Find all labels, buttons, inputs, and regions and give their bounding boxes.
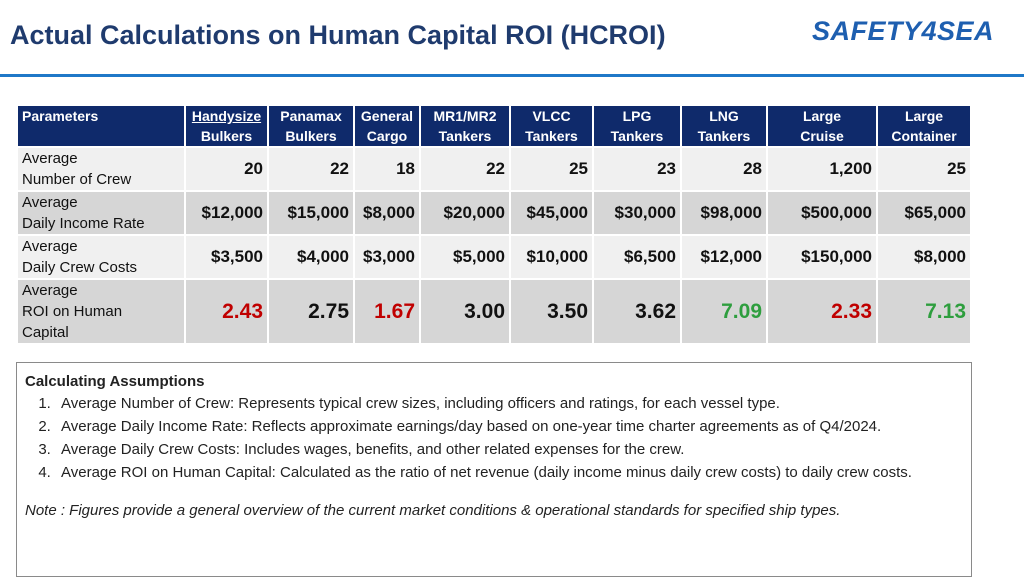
table-row-crew: Average Number of Crew 20 22 18 22 25 23 … — [18, 148, 970, 190]
roi-cell: 1.67 — [355, 280, 419, 343]
table-cell: 1,200 — [768, 148, 876, 190]
table-cell: $12,000 — [682, 236, 766, 278]
table-cell: $3,000 — [355, 236, 419, 278]
assumptions-list: Average Number of Crew: Represents typic… — [25, 393, 971, 483]
assumptions-heading: Calculating Assumptions — [25, 373, 205, 390]
column-header-parameters: Parameters — [18, 106, 184, 146]
table-cell: 22 — [269, 148, 353, 190]
row-label: Average Daily Income Rate — [18, 192, 184, 234]
column-header-general-cargo: General Cargo — [355, 106, 419, 146]
table-cell: $12,000 — [186, 192, 267, 234]
table-cell: $3,500 — [186, 236, 267, 278]
column-header-lpg: LPG Tankers — [594, 106, 680, 146]
roi-cell: 2.75 — [269, 280, 353, 343]
row-label: Average Number of Crew — [18, 148, 184, 190]
table-cell: 25 — [878, 148, 970, 190]
roi-cell: 3.00 — [421, 280, 509, 343]
list-item: Average Daily Income Rate: Reflects appr… — [55, 416, 971, 437]
column-header-handysize: Handysize Bulkers — [186, 106, 267, 146]
column-header-large-container: Large Container — [878, 106, 970, 146]
table-cell: $10,000 — [511, 236, 592, 278]
table-header-row: Parameters Handysize Bulkers Panamax Bulke… — [18, 106, 970, 146]
row-label: Average ROI on Human Capital — [18, 280, 184, 343]
column-header-mr1-mr2: MR1/MR2 Tankers — [421, 106, 509, 146]
header-divider — [0, 74, 1024, 77]
roi-cell: 2.43 — [186, 280, 267, 343]
table-cell: 23 — [594, 148, 680, 190]
table-cell: 22 — [421, 148, 509, 190]
table-cell: $8,000 — [878, 236, 970, 278]
row-label: Average Daily Crew Costs — [18, 236, 184, 278]
assumptions-box: Calculating Assumptions Average Number o… — [16, 362, 972, 577]
table-cell: $15,000 — [269, 192, 353, 234]
page-title: Actual Calculations on Human Capital ROI… — [10, 20, 666, 50]
brand-logo: SAFETY4SEA — [812, 16, 995, 46]
roi-cell: 2.33 — [768, 280, 876, 343]
table-cell: $4,000 — [269, 236, 353, 278]
table-row-income: Average Daily Income Rate $12,000 $15,000… — [18, 192, 970, 234]
table-cell: $98,000 — [682, 192, 766, 234]
table-cell: 20 — [186, 148, 267, 190]
column-header-lng: LNG Tankers — [682, 106, 766, 146]
table-cell: $150,000 — [768, 236, 876, 278]
list-item: Average Number of Crew: Represents typic… — [55, 393, 971, 414]
table-cell: 28 — [682, 148, 766, 190]
roi-cell: 7.13 — [878, 280, 970, 343]
table-cell: $45,000 — [511, 192, 592, 234]
roi-cell: 3.50 — [511, 280, 592, 343]
table-cell: $65,000 — [878, 192, 970, 234]
roi-cell: 7.09 — [682, 280, 766, 343]
column-header-large-cruise: Large Cruise — [768, 106, 876, 146]
table-row-crew-costs: Average Daily Crew Costs $3,500 $4,000 $3… — [18, 236, 970, 278]
column-header-panamax: Panamax Bulkers — [269, 106, 353, 146]
table-cell: 25 — [511, 148, 592, 190]
column-header-vlcc: VLCC Tankers — [511, 106, 592, 146]
table-cell: $5,000 — [421, 236, 509, 278]
list-item: Average ROI on Human Capital: Calculated… — [55, 462, 971, 483]
footnote: Note : Figures provide a general overvie… — [25, 502, 841, 519]
list-item: Average Daily Crew Costs: Includes wages… — [55, 439, 971, 460]
table-cell: $30,000 — [594, 192, 680, 234]
table-cell: $500,000 — [768, 192, 876, 234]
table-row-roi: Average ROI on Human Capital 2.43 2.75 1.6… — [18, 280, 970, 343]
table-cell: $20,000 — [421, 192, 509, 234]
hcroi-table: Parameters Handysize Bulkers Panamax Bulke… — [16, 104, 972, 345]
table-cell: $6,500 — [594, 236, 680, 278]
table-cell: 18 — [355, 148, 419, 190]
table-cell: $8,000 — [355, 192, 419, 234]
roi-cell: 3.62 — [594, 280, 680, 343]
